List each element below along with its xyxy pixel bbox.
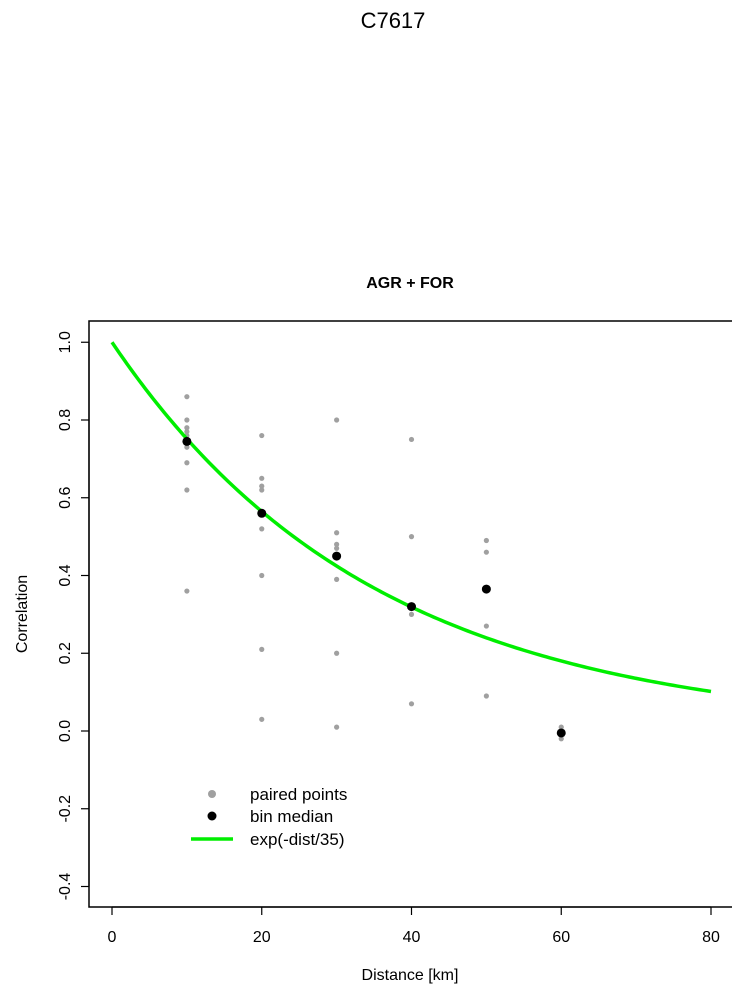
- paired-point: [184, 429, 190, 435]
- bin-median-point: [182, 436, 192, 446]
- paired-point: [334, 530, 340, 536]
- x-axis-label: Distance [km]: [362, 967, 459, 984]
- legend: paired points bin median exp(-dist/35): [191, 785, 347, 849]
- paired-point: [259, 716, 265, 722]
- bin-median-point: [481, 584, 491, 594]
- paired-point: [408, 436, 415, 443]
- paired-point: [408, 701, 415, 707]
- series-layer: [110, 341, 712, 742]
- bin-median-point: [332, 551, 342, 561]
- legend-exp-curve: exp(-dist/35): [191, 830, 344, 849]
- x-axis: 0 20 40 60 80: [108, 906, 720, 946]
- paired-point: [184, 460, 190, 466]
- legend-paired-points: paired points: [208, 785, 347, 804]
- paired-point: [483, 549, 489, 555]
- y-axis-label: Correlation: [14, 575, 31, 653]
- legend-label: paired points: [250, 785, 347, 804]
- paired-point: [259, 483, 265, 489]
- legend-bin-median: bin median: [207, 807, 333, 826]
- y-tick-label: 0.6: [57, 487, 74, 509]
- bin-median-point: [407, 602, 416, 612]
- paired-point: [408, 534, 415, 540]
- legend-label: exp(-dist/35): [250, 830, 344, 849]
- x-tick-label: 20: [253, 929, 271, 946]
- legend-label: bin median: [250, 807, 333, 826]
- paired-point: [184, 394, 190, 400]
- paired-point: [184, 588, 190, 594]
- paired-point: [259, 475, 265, 481]
- x-tick-label: 40: [403, 929, 421, 946]
- paired-point: [334, 545, 340, 551]
- paired-point: [334, 650, 340, 656]
- paired-point: [483, 693, 489, 699]
- x-tick-label: 80: [702, 929, 720, 946]
- x-tick-label: 0: [108, 929, 117, 946]
- chart-title: AGR + FOR: [366, 275, 454, 292]
- paired-point: [334, 541, 340, 548]
- paired-point: [334, 576, 340, 582]
- paired-point: [184, 487, 190, 493]
- y-tick-label: 0.8: [57, 409, 74, 431]
- y-tick-label: -0.4: [57, 873, 74, 901]
- paired-point: [184, 444, 190, 450]
- exp-decay-curve: [110, 341, 712, 694]
- paired-point: [259, 572, 265, 579]
- x-tick-label: 60: [552, 929, 570, 946]
- paired-point: [558, 736, 564, 742]
- y-tick-label: -0.2: [57, 795, 74, 823]
- paired-point: [558, 724, 564, 730]
- page-title: C7617: [360, 8, 426, 33]
- bin-median-point: [257, 508, 267, 518]
- paired-point: [483, 623, 489, 629]
- paired-point: [184, 417, 190, 423]
- paired-point: [259, 487, 265, 493]
- legend-paired-marker: [208, 790, 216, 798]
- paired-point: [259, 646, 265, 652]
- y-tick-label: 0.4: [57, 564, 74, 586]
- y-tick-label: 0.2: [57, 642, 74, 664]
- paired-point: [334, 417, 340, 423]
- paired-point: [259, 432, 265, 439]
- y-tick-label: 0.0: [57, 720, 74, 742]
- paired-point: [408, 611, 415, 617]
- y-axis: -0.4 -0.2 0.0 0.2 0.4 0.6 0.8 1.0: [57, 331, 90, 901]
- paired-point: [259, 526, 265, 532]
- bin-median-point: [556, 728, 566, 738]
- legend-median-marker: [207, 811, 217, 821]
- paired-point: [184, 425, 190, 431]
- paired-point: [483, 537, 489, 544]
- paired-point: [334, 724, 340, 730]
- y-tick-label: 1.0: [57, 331, 74, 353]
